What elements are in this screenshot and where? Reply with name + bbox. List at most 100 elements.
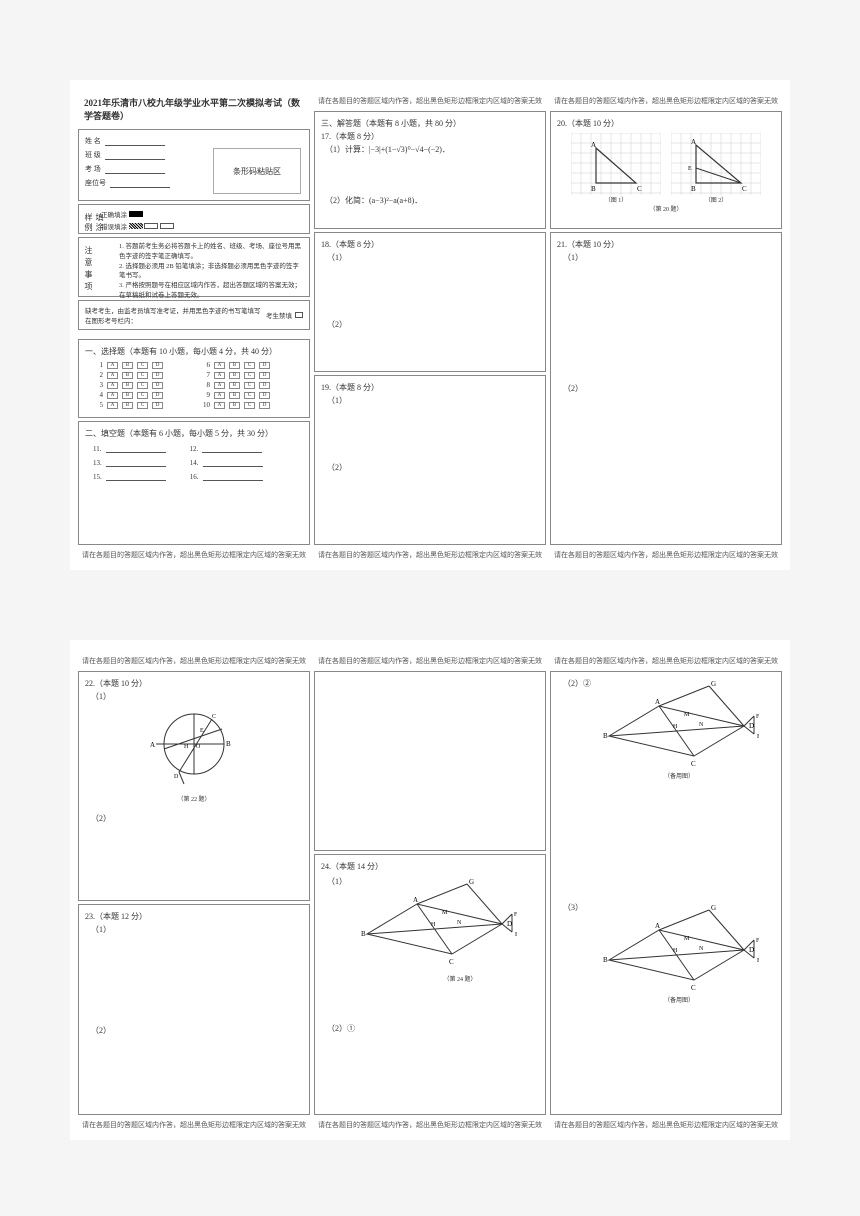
- svg-text:A: A: [150, 741, 155, 749]
- mc-1-option-D[interactable]: D: [152, 362, 163, 369]
- mc-question-7: 7ABCD: [200, 371, 295, 379]
- svg-text:F: F: [756, 714, 759, 720]
- q23-box[interactable]: 23.（本题 12 分） （1） （2）: [78, 904, 310, 1115]
- room-field[interactable]: [105, 166, 165, 174]
- mc-8-option-C[interactable]: C: [244, 382, 255, 389]
- answer-sheet-page-2: 请在各题目的答题区域内作答，超出黑色矩形边框限定内区域的答案无效 22.（本题 …: [70, 640, 790, 1140]
- mc-5-option-B[interactable]: B: [122, 402, 133, 409]
- mc-8-option-B[interactable]: B: [229, 382, 240, 389]
- svg-text:C: C: [742, 185, 747, 193]
- q21-box[interactable]: 21.（本题 10 分） （1） （2）: [550, 232, 782, 545]
- p2-col-2: 请在各题目的答题区域内作答，超出黑色矩形边框限定内区域的答案无效 24.（本题 …: [314, 654, 546, 1132]
- blank-14[interactable]: 14.: [190, 459, 263, 467]
- svg-text:C: C: [212, 714, 216, 720]
- mc-7-option-C[interactable]: C: [244, 372, 255, 379]
- svg-text:E: E: [757, 734, 759, 740]
- mc-9-option-B[interactable]: B: [229, 392, 240, 399]
- q20-figure-2: ABCE: [671, 133, 761, 195]
- svg-text:H: H: [673, 948, 678, 954]
- mc-9-option-C[interactable]: C: [244, 392, 255, 399]
- mc-4-option-D[interactable]: D: [152, 392, 163, 399]
- mc-4-option-B[interactable]: B: [122, 392, 133, 399]
- mc-2-option-C[interactable]: C: [137, 372, 148, 379]
- mc-5-option-A[interactable]: A: [107, 402, 118, 409]
- mc-1-option-B[interactable]: B: [122, 362, 133, 369]
- exam-title: 2021年乐清市八校九年级学业水平第二次模拟考试（数学答题卷）: [78, 94, 310, 126]
- answer-sheet-page-1: 2021年乐清市八校九年级学业水平第二次模拟考试（数学答题卷） 姓 名 班 级 …: [70, 80, 790, 570]
- q24-continued-box[interactable]: （2）② BA GD FE: [550, 671, 782, 1115]
- mc-3-option-D[interactable]: D: [152, 382, 163, 389]
- mc-9-option-D[interactable]: D: [259, 392, 270, 399]
- mc-9-option-A[interactable]: A: [214, 392, 225, 399]
- blank-13[interactable]: 13.: [93, 459, 166, 467]
- mc-2-option-B[interactable]: B: [122, 372, 133, 379]
- svg-text:A: A: [655, 922, 660, 930]
- mc-7-option-B[interactable]: B: [229, 372, 240, 379]
- fill-blank-box: 二、填空题（本题有 6 小题，每小题 5 分，共 30 分） 11.12. 13…: [78, 421, 310, 545]
- svg-text:M: M: [684, 936, 690, 942]
- blank-16[interactable]: 16.: [190, 473, 263, 481]
- q24-box[interactable]: 24.（本题 14 分） （1） BA GD FE: [314, 854, 546, 1115]
- mc-10-option-A[interactable]: A: [214, 402, 225, 409]
- mc-8-option-A[interactable]: A: [214, 382, 225, 389]
- name-field[interactable]: [105, 138, 165, 146]
- p2-col-1: 请在各题目的答题区域内作答，超出黑色矩形边框限定内区域的答案无效 22.（本题 …: [78, 654, 310, 1132]
- label-seat: 座位号: [85, 179, 106, 187]
- svg-text:H: H: [431, 922, 436, 928]
- mc-4-option-A[interactable]: A: [107, 392, 118, 399]
- mc-6-option-B[interactable]: B: [229, 362, 240, 369]
- svg-text:M: M: [684, 712, 690, 718]
- mc-6-option-C[interactable]: C: [244, 362, 255, 369]
- blank-15[interactable]: 15.: [93, 473, 166, 481]
- svg-text:B: B: [603, 956, 608, 964]
- q18-box[interactable]: 18.（本题 8 分） （1） （2）: [314, 232, 546, 372]
- label-class: 班 级: [85, 151, 101, 159]
- mc-1-option-A[interactable]: A: [107, 362, 118, 369]
- mc-7-option-D[interactable]: D: [259, 372, 270, 379]
- svg-text:F: F: [514, 912, 517, 918]
- correct-bubble-icon: [129, 211, 143, 217]
- multiple-choice-box: 一、选择题（本题有 10 小题，每小题 4 分，共 40 分） 1ABCD6AB…: [78, 339, 310, 418]
- mc-3-option-C[interactable]: C: [137, 382, 148, 389]
- q20-box[interactable]: 20.（本题 10 分） ABC （图 1）: [550, 111, 782, 229]
- mc-5-option-D[interactable]: D: [152, 402, 163, 409]
- svg-text:O: O: [196, 744, 201, 750]
- q23-continued-box[interactable]: [314, 671, 546, 851]
- mc-2-option-D[interactable]: D: [152, 372, 163, 379]
- svg-text:C: C: [637, 185, 642, 193]
- mc-10-option-C[interactable]: C: [244, 402, 255, 409]
- mc-question-6: 6ABCD: [200, 361, 295, 369]
- svg-text:B: B: [603, 732, 608, 740]
- col-3: 请在各题目的答题区域内作答，超出黑色矩形边框限定内区域的答案无效 20.（本题 …: [550, 94, 782, 562]
- mc-3-option-A[interactable]: A: [107, 382, 118, 389]
- mc-3-option-B[interactable]: B: [122, 382, 133, 389]
- q24-figure-spare-2: BA GD FE CH MN: [599, 900, 759, 995]
- svg-text:B: B: [591, 185, 596, 193]
- svg-text:D: D: [749, 946, 754, 954]
- mc-6-option-A[interactable]: A: [214, 362, 225, 369]
- svg-text:H: H: [673, 724, 678, 730]
- barcode-zone: 条形码粘贴区: [213, 148, 301, 194]
- mc-10-option-B[interactable]: B: [229, 402, 240, 409]
- svg-text:N: N: [699, 946, 704, 952]
- mc-1-option-C[interactable]: C: [137, 362, 148, 369]
- mc-6-option-D[interactable]: D: [259, 362, 270, 369]
- mc-question-9: 9ABCD: [200, 391, 295, 399]
- blank-11[interactable]: 11.: [93, 445, 166, 453]
- absent-box: 缺考考生，由监考员填写准考证，并用黑色字迹的书写笔填写在图形考号栏内： 考生禁填: [78, 300, 310, 330]
- mc-10-option-D[interactable]: D: [259, 402, 270, 409]
- q17-box[interactable]: 三、解答题（本题有 8 小题，共 80 分） 17.（本题 8 分） （1）计算…: [314, 111, 546, 229]
- absent-checkbox[interactable]: [295, 312, 303, 318]
- mc-8-option-D[interactable]: D: [259, 382, 270, 389]
- class-field[interactable]: [105, 152, 165, 160]
- blank-12[interactable]: 12.: [190, 445, 263, 453]
- mc-5-option-C[interactable]: C: [137, 402, 148, 409]
- seat-field[interactable]: [110, 180, 170, 188]
- mc-4-option-C[interactable]: C: [137, 392, 148, 399]
- mc-question-3: 3ABCD: [93, 381, 188, 389]
- q19-box[interactable]: 19.（本题 8 分） （1） （2）: [314, 375, 546, 545]
- mc-7-option-A[interactable]: A: [214, 372, 225, 379]
- svg-text:A: A: [413, 896, 418, 904]
- mc-2-option-A[interactable]: A: [107, 372, 118, 379]
- q22-box[interactable]: 22.（本题 10 分） （1） AB HO EC D: [78, 671, 310, 901]
